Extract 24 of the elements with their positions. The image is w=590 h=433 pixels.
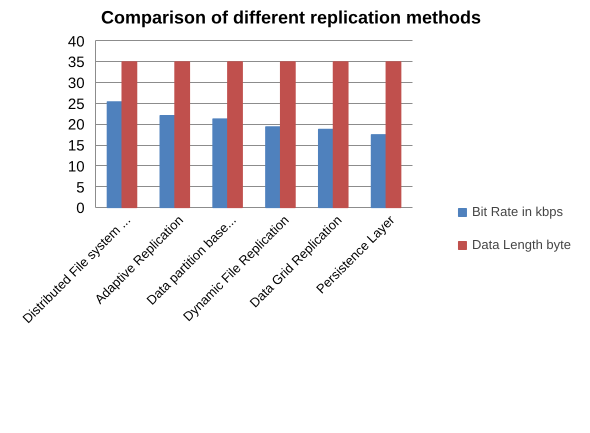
bar [106,101,122,208]
y-tick-label: 35 [68,54,85,72]
y-tick-label: 10 [68,158,85,176]
y-tick-label: 5 [76,179,85,196]
y-tick-label: 20 [68,116,85,134]
bar [386,61,402,208]
y-tick-label: 25 [68,96,85,113]
y-tick-label: 15 [68,138,85,155]
y-tick-label: 30 [68,75,85,92]
bar [121,61,138,208]
bar [370,134,387,208]
bar [332,61,349,208]
bar [265,126,281,208]
bar [174,61,190,208]
bar [160,114,176,208]
bar [212,118,228,208]
bar [318,128,334,208]
chart-title: Comparison of different replication methods [100,8,482,28]
bar [227,61,243,208]
legend-label: Data Length byte [472,237,571,252]
y-tick-label: 40 [68,33,85,50]
legend-label: Bit Rate in kbps [472,204,564,219]
bar [280,61,296,208]
y-tick-label: 0 [76,200,85,218]
